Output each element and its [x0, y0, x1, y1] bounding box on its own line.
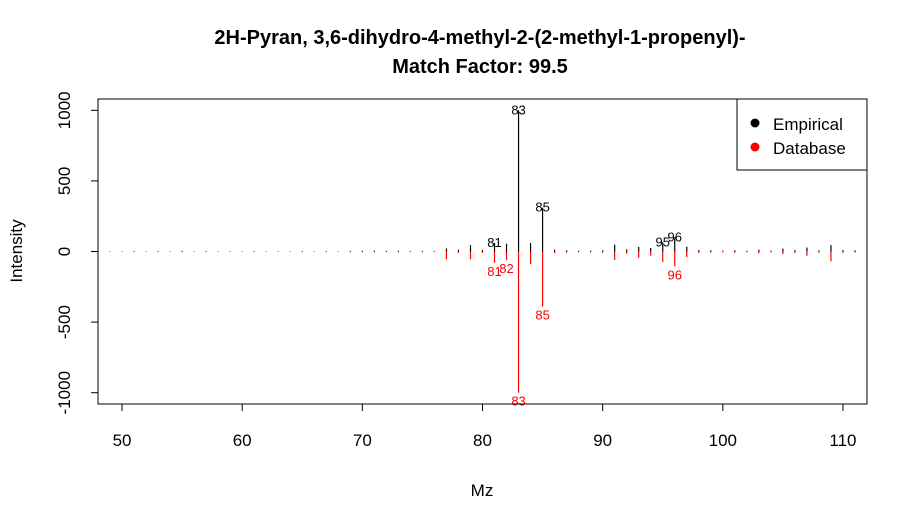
peak-label-empirical-95-3: 95 — [656, 234, 670, 249]
x-tick-label-50: 50 — [113, 431, 132, 450]
peak-label-database-85-6: 85 — [535, 308, 549, 323]
y-tick-label-1000: 1000 — [55, 91, 74, 129]
chart-title: 2H-Pyran, 3,6-dihydro-4-methyl-2-(2-meth… — [214, 27, 745, 49]
peak-label-empirical-96-4: 96 — [668, 229, 682, 244]
peak-label-database-82-8: 82 — [499, 261, 513, 276]
x-tick-label-110: 110 — [829, 431, 856, 450]
y-tick-label-500: 500 — [55, 167, 74, 195]
peak-label-empirical-85-1: 85 — [535, 200, 549, 215]
legend-marker-empirical — [750, 118, 760, 128]
peak-label-empirical-81-2: 81 — [487, 235, 501, 250]
legend-marker-database — [750, 142, 760, 152]
y-tick-label--1000: -1000 — [55, 371, 74, 414]
peak-label-database-96-9: 96 — [668, 267, 682, 282]
legend-label-database: Database — [773, 139, 846, 158]
x-tick-label-80: 80 — [473, 431, 492, 450]
y-tick-label--500: -500 — [55, 305, 74, 339]
legend: Empirical Database — [736, 98, 868, 171]
legend-box — [736, 98, 868, 171]
y-axis-label: Intensity — [7, 219, 26, 283]
chart-subtitle: Match Factor: 99.5 — [392, 56, 568, 78]
x-tick-label-90: 90 — [593, 431, 612, 450]
peak-label-database-81-7: 81 — [487, 264, 501, 279]
peak-label-database-83-5: 83 — [511, 394, 525, 409]
x-axis: 50 60 70 80 90 100 110 — [113, 403, 857, 450]
peak-label-empirical-83-0: 83 — [511, 102, 525, 117]
x-tick-label-70: 70 — [353, 431, 372, 450]
x-axis-label: Mz — [471, 481, 494, 500]
y-axis: -1000 -500 0 500 1000 — [55, 91, 99, 414]
legend-label-empirical: Empirical — [773, 115, 843, 134]
x-tick-label-100: 100 — [709, 431, 737, 450]
y-tick-label-0: 0 — [55, 247, 74, 256]
x-tick-label-60: 60 — [233, 431, 252, 450]
